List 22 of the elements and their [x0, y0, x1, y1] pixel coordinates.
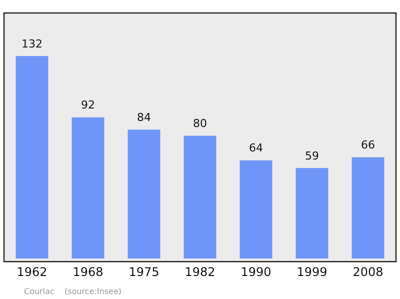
data-label: 92	[81, 98, 95, 112]
bar	[240, 160, 272, 259]
x-tick-label: 1982	[184, 264, 216, 279]
bar	[16, 56, 48, 259]
data-label: 84	[137, 111, 151, 124]
x-tick-label: 1975	[128, 264, 160, 279]
data-label: 59	[305, 149, 319, 162]
bar	[72, 117, 104, 259]
bar	[296, 168, 328, 259]
bar	[128, 130, 160, 259]
x-tick-label: 1968	[72, 264, 104, 279]
data-label: 66	[361, 138, 375, 152]
x-tick-label: 2008	[352, 264, 384, 279]
x-tick-label: 1990	[240, 264, 272, 279]
bar	[184, 136, 216, 259]
bar	[352, 157, 384, 259]
data-label: 64	[249, 142, 263, 155]
data-label: 132	[22, 37, 42, 50]
data-label: 80	[193, 117, 207, 130]
x-tick-label: 1999	[296, 264, 328, 279]
text: Courlac (source:Insee)	[24, 287, 122, 296]
x-tick-label: 1962	[16, 264, 48, 279]
